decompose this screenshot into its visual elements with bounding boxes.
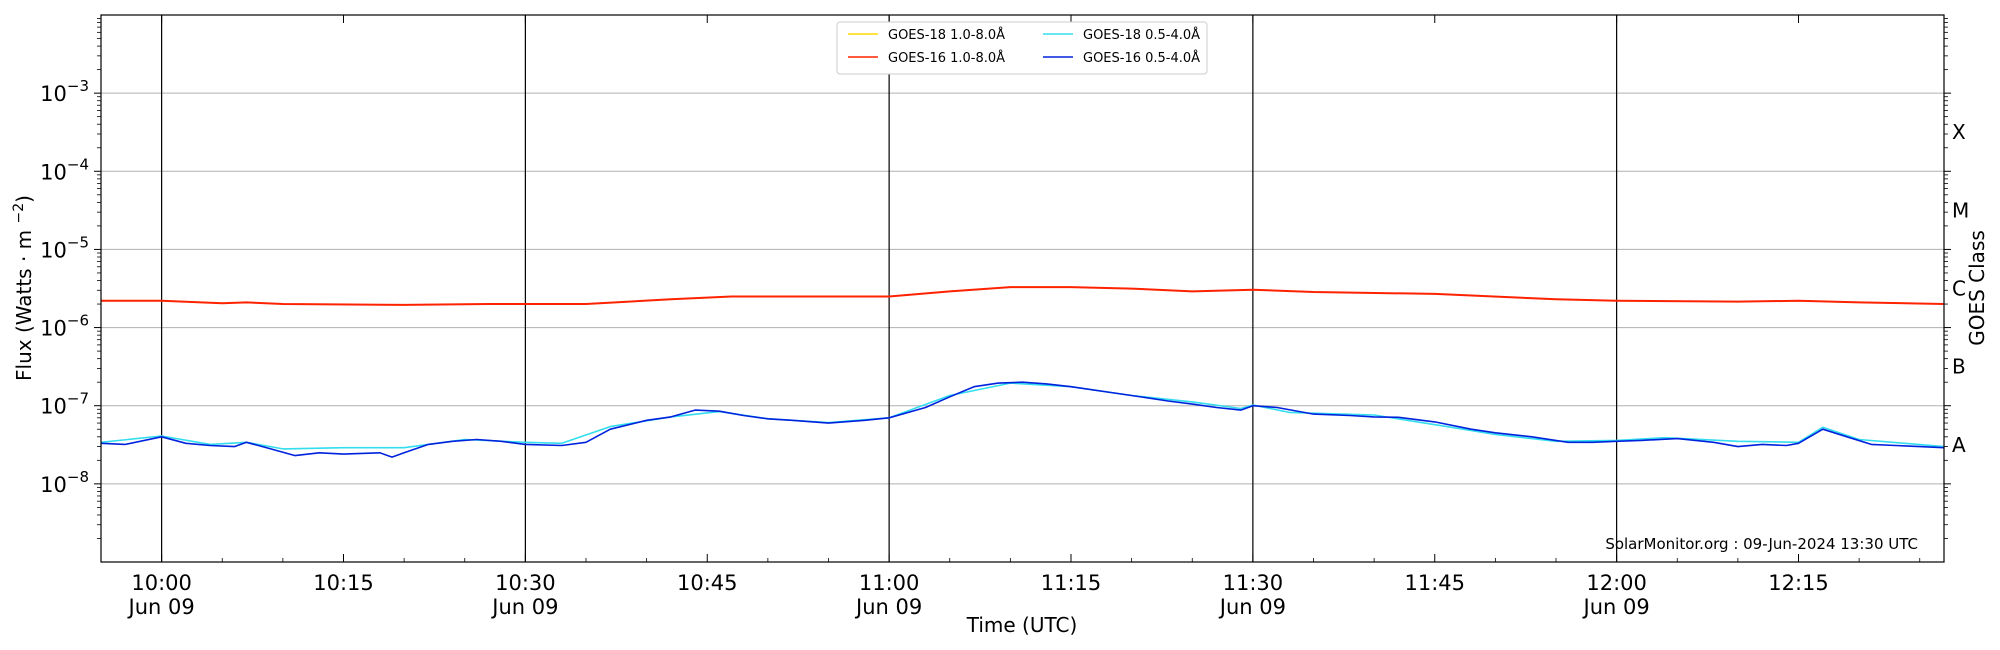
series-line	[101, 286, 1945, 306]
goes-class-label: C	[1952, 277, 1966, 301]
y-tick-exponent: −3	[67, 77, 89, 95]
y-tick-label: 10−4	[40, 155, 89, 184]
x-tick-label: 10:15	[313, 571, 374, 595]
series-lines	[100, 286, 1945, 458]
x-tick-sublabel: Jun 09	[854, 595, 922, 619]
y-tick-exponent: −7	[67, 390, 89, 408]
plot-frame	[100, 14, 1945, 563]
x-axis-label: Time (UTC)	[966, 613, 1078, 637]
y-tick-exponent: −4	[67, 155, 89, 173]
x-tick-sublabel: Jun 09	[490, 595, 558, 619]
goes-class-labels: A B C M X	[1952, 120, 1969, 457]
y-tick-label: 10−3	[40, 77, 89, 106]
x-tick-label: 10:30	[495, 571, 556, 595]
y-axis-ticks: 10−810−710−610−510−410−3	[40, 18, 1951, 539]
y-axis-label-exponent: −2	[11, 203, 27, 224]
y-tick-label: 10−6	[40, 312, 89, 341]
goes-class-label: X	[1952, 120, 1966, 144]
legend-frame	[836, 21, 1208, 75]
x-tick-sublabel: Jun 09	[1582, 595, 1650, 619]
x-tick-sublabel: Jun 09	[1218, 595, 1286, 619]
y-axis-label-text: Flux (Watts · m	[12, 230, 36, 381]
y-tick-base: 10	[40, 395, 67, 419]
x-tick-label: 12:00	[1586, 571, 1647, 595]
y-tick-base: 10	[40, 473, 67, 497]
x-tick-label: 11:30	[1223, 571, 1284, 595]
legend-label: GOES-18 1.0-8.0Å	[888, 27, 1005, 43]
x-tick-label: 12:15	[1768, 571, 1829, 595]
source-annotation: SolarMonitor.org : 09-Jun-2024 13:30 UTC	[1605, 535, 1918, 553]
x-tick-label: 11:15	[1041, 571, 1102, 595]
legend: GOES-18 1.0-8.0Å GOES-16 1.0-8.0Å GOES-18 …	[836, 21, 1208, 75]
x-tick-label: 11:45	[1404, 571, 1465, 595]
x-tick-sublabel: Jun 09	[127, 595, 195, 619]
series-line	[100, 381, 1945, 458]
goes-class-label: B	[1952, 355, 1966, 379]
legend-items: GOES-18 1.0-8.0Å GOES-16 1.0-8.0Å GOES-18 …	[848, 27, 1200, 66]
y-tick-exponent: −8	[67, 468, 89, 486]
y-tick-label: 10−7	[40, 390, 89, 419]
x-tick-label: 11:00	[859, 571, 920, 595]
legend-label: GOES-16 1.0-8.0Å	[888, 50, 1005, 66]
legend-label: GOES-18 0.5-4.0Å	[1083, 27, 1200, 43]
y-tick-exponent: −6	[67, 312, 89, 330]
y-gridlines	[101, 92, 1944, 485]
y-tick-base: 10	[40, 160, 67, 184]
x-tick-label: 10:00	[131, 571, 192, 595]
y2-axis-label: GOES Class	[1965, 230, 1989, 346]
y-axis-label-close: )	[12, 195, 36, 203]
y-tick-label: 10−5	[40, 233, 89, 262]
y-tick-exponent: −5	[67, 233, 89, 251]
y-tick-label: 10−8	[40, 468, 89, 497]
day-vertical-lines	[161, 15, 1618, 562]
y-axis-label: Flux (Watts · m −2)	[11, 195, 36, 381]
x-tick-label: 10:45	[677, 571, 738, 595]
goes-class-label: M	[1952, 198, 1969, 222]
y-tick-base: 10	[40, 82, 67, 106]
legend-label: GOES-16 0.5-4.0Å	[1083, 50, 1200, 66]
y-tick-base: 10	[40, 317, 67, 341]
goes-class-label: A	[1952, 433, 1966, 457]
y-tick-base: 10	[40, 238, 67, 262]
